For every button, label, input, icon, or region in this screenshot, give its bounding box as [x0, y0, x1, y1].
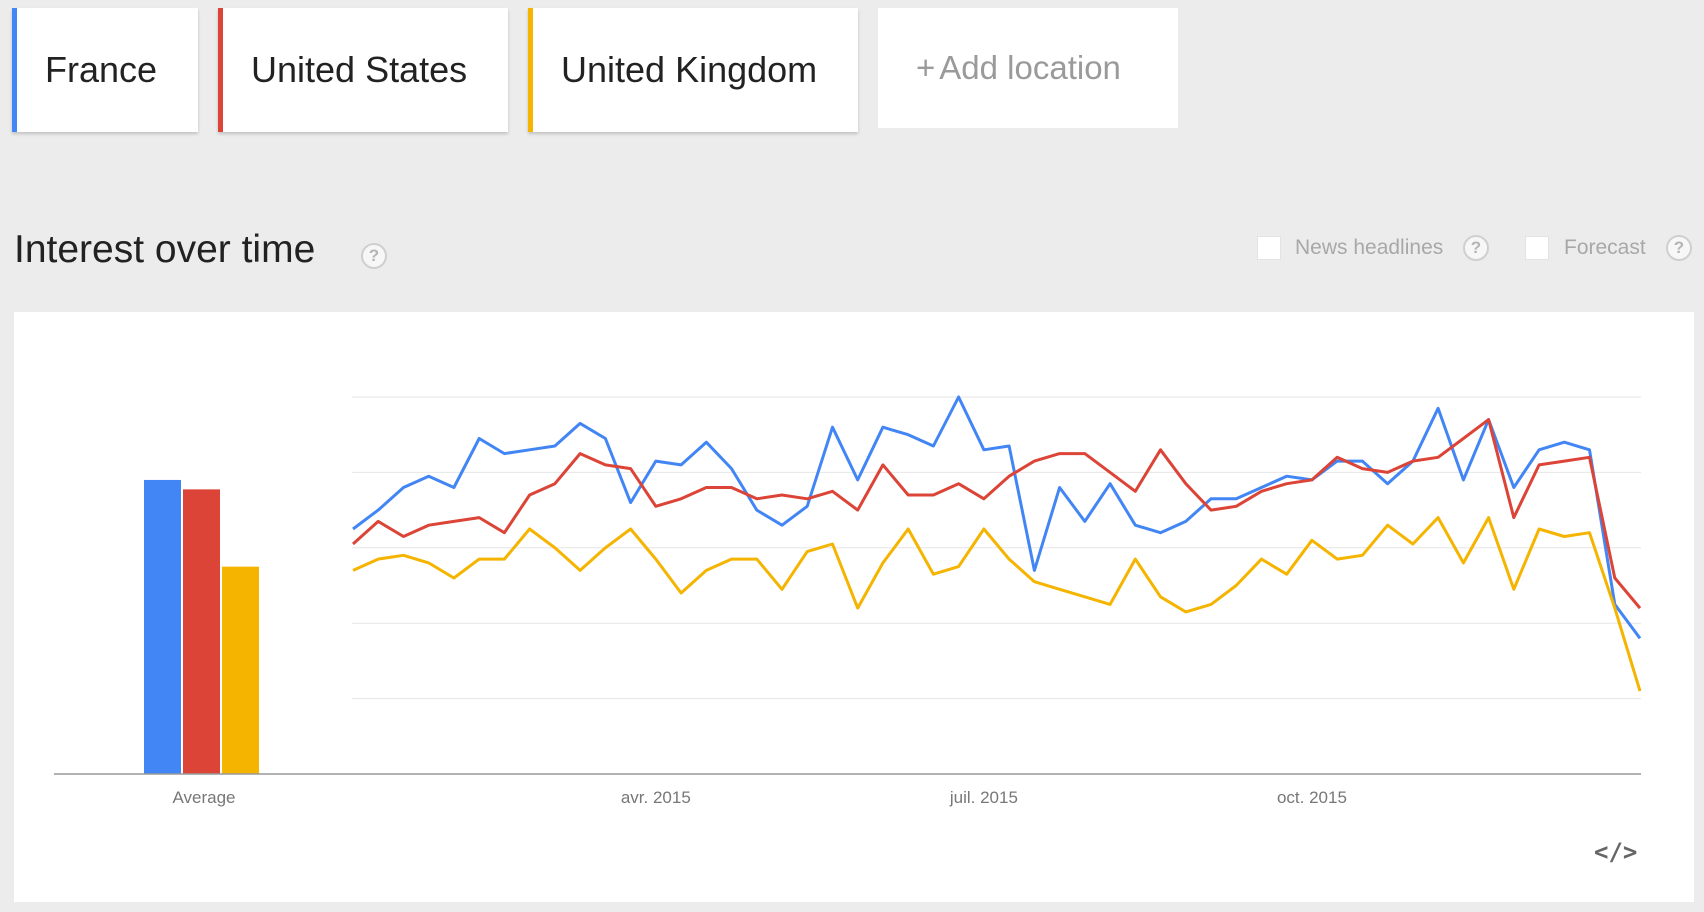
- help-icon[interactable]: ?: [361, 243, 387, 269]
- forecast-help-icon[interactable]: ?: [1666, 235, 1692, 261]
- average-bar-united-kingdom: [222, 566, 259, 774]
- x-tick-label-average: Average: [172, 788, 235, 807]
- x-tick-label: avr. 2015: [621, 788, 691, 807]
- series-line-united-states: [351, 418, 1642, 610]
- location-label: United Kingdom: [561, 49, 818, 90]
- average-bar-united-states: [183, 489, 220, 774]
- series-line-united-kingdom: [352, 516, 1642, 692]
- news-headlines-label: News headlines: [1295, 236, 1444, 259]
- average-bar-france: [144, 479, 181, 774]
- embed-code-icon[interactable]: </>: [1594, 838, 1638, 866]
- add-location-label: Add location: [939, 49, 1121, 86]
- location-label: United States: [251, 49, 468, 90]
- color-accent: [218, 8, 223, 132]
- location-card-united-states[interactable]: United States: [218, 8, 508, 132]
- news-headlines-checkbox[interactable]: [1257, 236, 1281, 260]
- section-title: Interest over time: [14, 228, 316, 271]
- location-card-united-kingdom[interactable]: United Kingdom: [528, 8, 858, 132]
- forecast-label: Forecast: [1564, 236, 1646, 259]
- color-accent: [12, 8, 17, 132]
- forecast-checkbox[interactable]: [1525, 236, 1549, 260]
- chart-panel: [14, 312, 1694, 902]
- plus-icon: +: [916, 49, 936, 86]
- series-line-france: [352, 395, 1642, 640]
- x-tick-label: juil. 2015: [949, 788, 1018, 807]
- add-location-button[interactable]: + Add location: [878, 8, 1178, 128]
- location-card-france[interactable]: France: [12, 8, 198, 132]
- location-label: France: [45, 49, 158, 90]
- news-headlines-help-icon[interactable]: ?: [1463, 235, 1489, 261]
- color-accent: [528, 8, 533, 132]
- x-tick-label: oct. 2015: [1277, 788, 1347, 807]
